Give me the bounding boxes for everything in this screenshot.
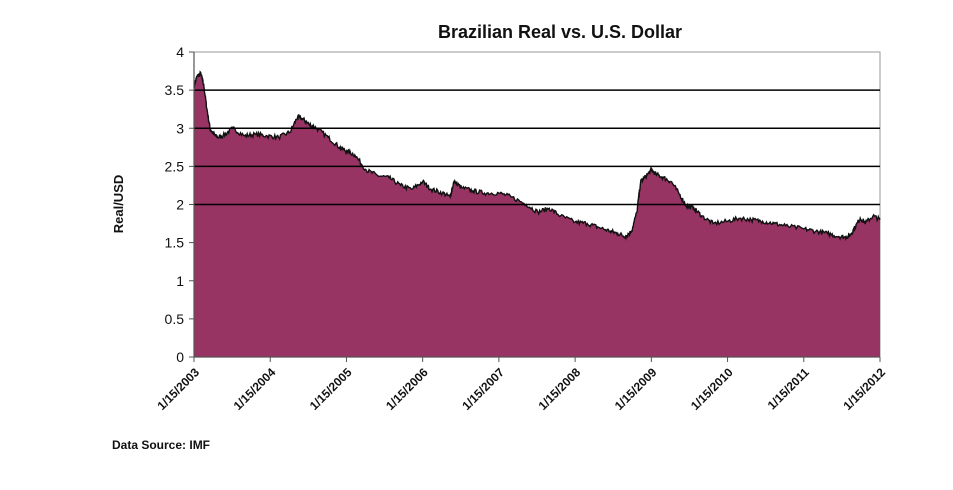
x-tick-label: 1/15/2003 [154, 365, 202, 413]
y-tick-label: 3 [176, 120, 184, 136]
y-tick-label: 2.5 [165, 158, 185, 174]
x-tick-label: 1/15/2012 [840, 365, 888, 413]
x-tick-label: 1/15/2008 [536, 365, 584, 413]
y-tick-label: 0.5 [165, 311, 185, 327]
x-tick-label: 1/15/2004 [231, 365, 279, 413]
y-tick-label: 2 [176, 197, 184, 213]
y-axis-label: Real/USD [111, 175, 126, 234]
series-line [193, 70, 881, 242]
y-tick-label: 0 [176, 349, 184, 365]
x-tick-label: 1/15/2009 [612, 365, 660, 413]
x-tick-label: 1/15/2006 [383, 365, 431, 413]
x-tick-label: 1/15/2010 [688, 365, 736, 413]
x-tick-label: 1/15/2011 [765, 365, 812, 412]
x-tick-label: 1/15/2005 [307, 365, 355, 413]
chart-title: Brazilian Real vs. U.S. Dollar [438, 22, 682, 42]
y-tick-label: 3.5 [165, 82, 185, 98]
y-tick-label: 4 [176, 44, 184, 60]
y-tick-label: 1 [176, 273, 184, 289]
x-tick-label: 1/15/2007 [459, 365, 507, 413]
data-source-note: Data Source: IMF [112, 438, 210, 452]
series-area [194, 71, 880, 358]
y-tick-label: 1.5 [165, 235, 185, 251]
plot-area: 0 0.5 1 1.5 2 2.5 3 3.5 4 1/15/2003 1/15/2004 1/15/… [154, 44, 888, 413]
